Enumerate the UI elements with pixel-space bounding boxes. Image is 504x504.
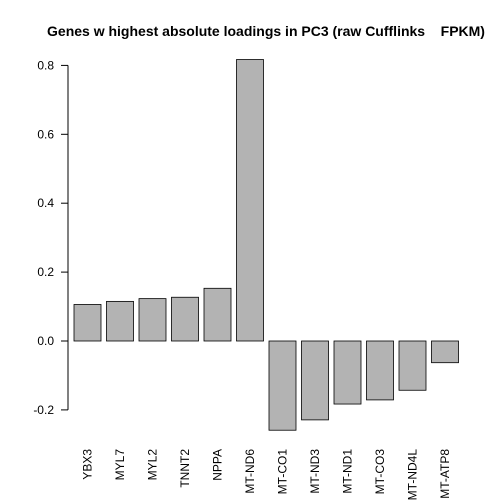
x-tick-label: MT-CO1 — [276, 449, 290, 495]
bar-myl2 — [138, 298, 167, 342]
bar-ybx3 — [73, 304, 102, 342]
x-tick-label: NPPA — [211, 449, 225, 481]
bar-mt-nd6 — [236, 59, 264, 342]
y-tick-label: 0.0 — [37, 334, 54, 348]
bar-mt-atp8 — [431, 340, 459, 364]
bar-mt-nd3 — [301, 340, 329, 421]
x-tick-label: MYL7 — [113, 449, 127, 481]
x-tick-label: TNNT2 — [178, 449, 192, 488]
x-tick-label: MT-ND4L — [406, 449, 420, 501]
bar-mt-nd4l — [398, 340, 427, 391]
y-axis: -0.2 0.0 0.2 0.4 0.6 0.8 — [33, 58, 69, 417]
bar-nppa — [203, 287, 232, 342]
x-axis-labels: YBX3 MYL7 MYL2 TNNT2 NPPA MT-ND6 MT-CO1 MT-ND3 M… — [81, 449, 453, 501]
x-tick-label: YBX3 — [81, 449, 95, 480]
bar-mt-co1 — [268, 340, 297, 431]
x-tick-label: MYL2 — [146, 449, 160, 481]
bar-tnnt2 — [171, 296, 199, 342]
y-tick-label: -0.2 — [33, 403, 54, 417]
y-tick-label: 0.4 — [37, 196, 54, 210]
x-tick-label: MT-ND6 — [243, 449, 257, 494]
bar-mt-nd1 — [333, 340, 362, 405]
y-tick-label: 0.2 — [37, 265, 54, 279]
bar-myl7 — [106, 300, 134, 342]
bars — [73, 59, 459, 431]
y-tick-label: 0.6 — [37, 127, 54, 141]
chart-title: Genes w highest absolute loadings in PC3… — [47, 23, 485, 39]
x-tick-label: MT-CO3 — [373, 449, 387, 495]
y-tick-label: 0.8 — [37, 58, 54, 72]
x-tick-label: MT-ND3 — [308, 449, 322, 494]
x-tick-label: MT-ATP8 — [438, 449, 452, 499]
bar-mt-co3 — [366, 340, 394, 401]
x-tick-label: MT-ND1 — [341, 449, 355, 494]
